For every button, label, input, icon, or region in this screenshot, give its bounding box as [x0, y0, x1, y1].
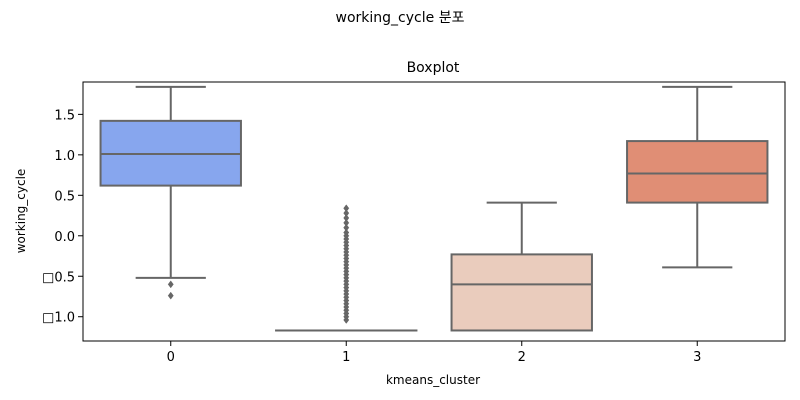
outlier-point — [343, 223, 350, 232]
y-tick-label: 0.5 — [54, 189, 75, 204]
y-tick-label: □0.5 — [42, 270, 75, 285]
x-tick-label: 2 — [518, 350, 526, 365]
box — [450, 253, 593, 332]
outlier-point — [167, 291, 174, 300]
outlier-point — [343, 228, 350, 237]
x-tick-label: 3 — [693, 350, 701, 365]
axes-frame — [82, 81, 786, 342]
outlier-point — [167, 280, 174, 289]
outlier-point — [343, 214, 350, 222]
outlier-point — [343, 209, 350, 218]
box — [626, 140, 769, 204]
y-tick-label: □1.0 — [42, 311, 75, 326]
y-tick-label: 1.5 — [54, 108, 75, 123]
figure-suptitle: working_cycle 분포 — [336, 10, 465, 26]
x-tick-label: 1 — [342, 350, 350, 365]
outlier-point — [343, 218, 350, 227]
y-tick-label: 0.0 — [54, 230, 75, 245]
y-tick-label: 1.0 — [54, 149, 75, 164]
outlier-point — [343, 204, 350, 213]
y-axis-label: working_cycle — [14, 169, 28, 254]
x-tick-label: 0 — [167, 350, 175, 365]
chart-title: Boxplot — [407, 60, 460, 76]
plot-area: 1.5 1.0 0.5 0.0 □0.5 □1.0 0 1 2 3 — [42, 81, 786, 365]
x-axis-label: kmeans_cluster — [386, 373, 480, 387]
